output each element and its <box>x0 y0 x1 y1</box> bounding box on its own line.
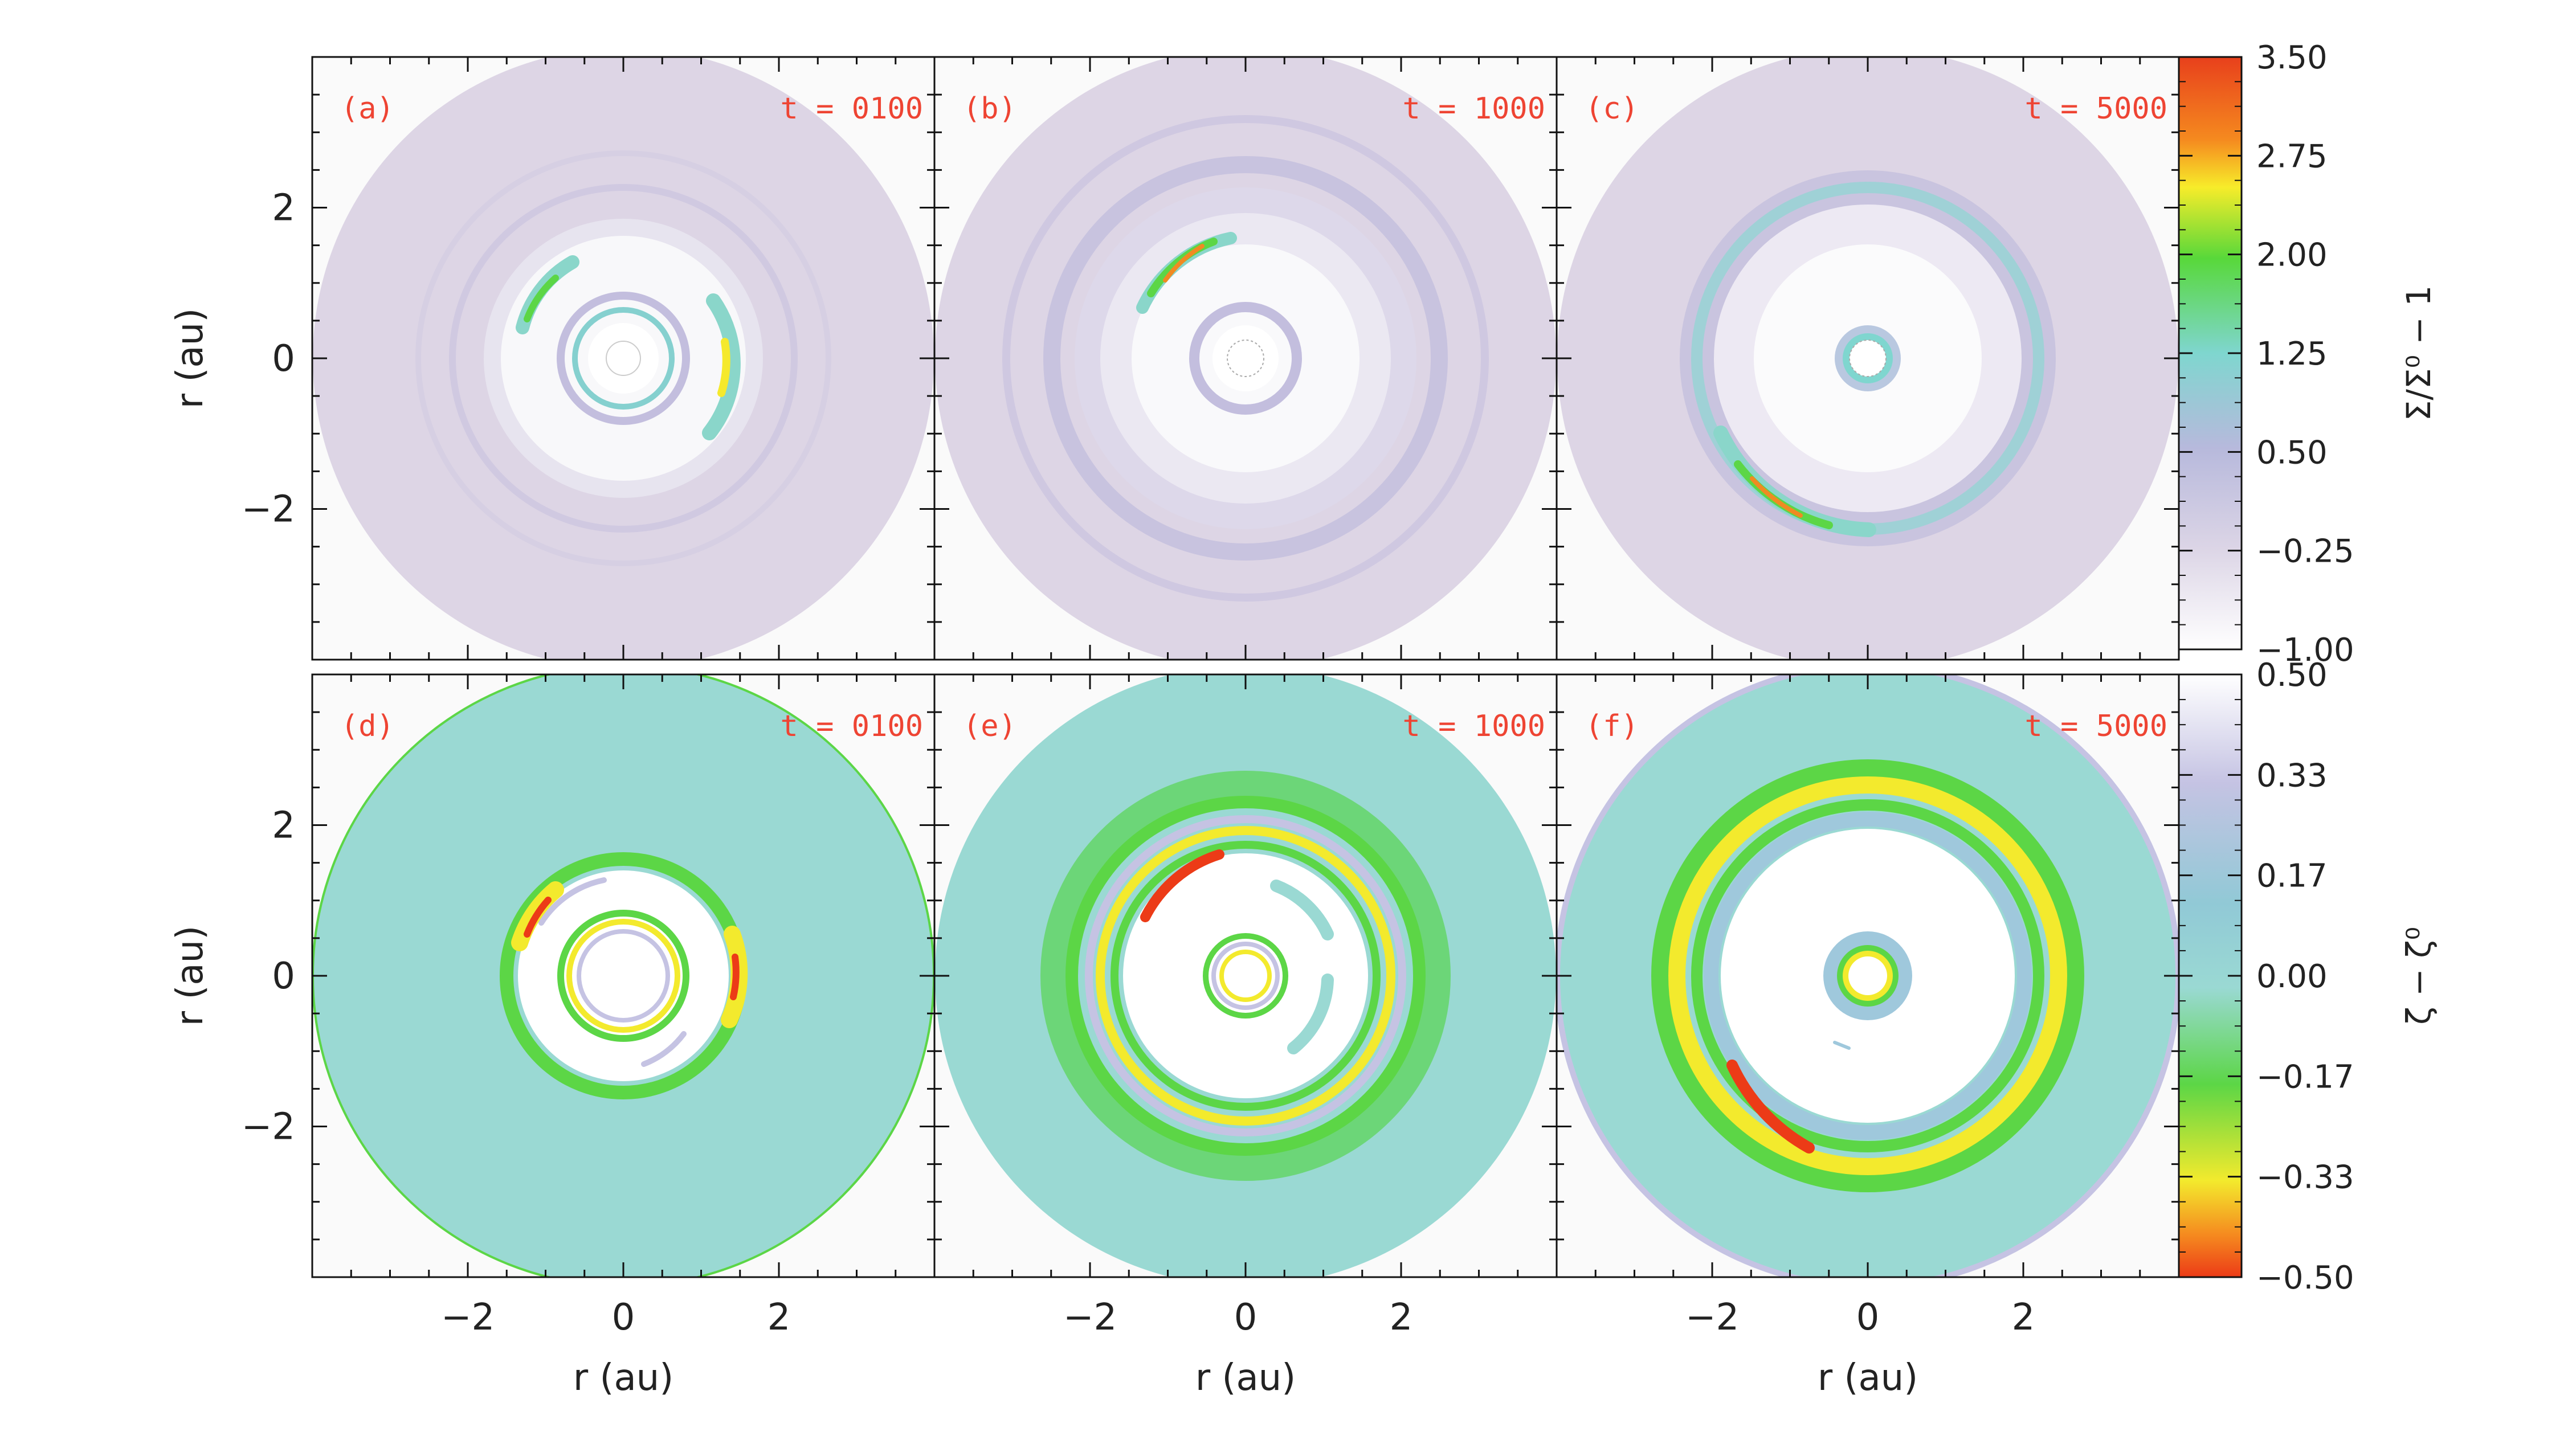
x-tick-label: −2 <box>1063 1297 1117 1339</box>
panel-c-label: (c) <box>1585 92 1639 126</box>
panel-b-time: t = 1000 <box>1403 92 1545 126</box>
panel-f: (f) t = 5000 <box>1556 673 2180 1278</box>
y-tick-label: 2 <box>272 187 295 230</box>
x-tick-label: 0 <box>1856 1297 1880 1339</box>
x-tick-label: 2 <box>1390 1297 1413 1339</box>
colorbar-tick-label: −1.00 <box>2256 632 2354 669</box>
y-tick-label: −2 <box>242 1106 295 1148</box>
colorbar-zeta: 0.50 0.33 0.17 0.00 −0.17 −0.33 −0.50 ζ − ζ⁰ <box>2178 657 2438 1297</box>
colorbar-sigma-ticks: 3.50 2.75 2.00 1.25 0.50 −0.25 −1.00 <box>2179 39 2354 669</box>
panel-a-label: (a) <box>341 92 394 126</box>
panel-a: (a) t = 0100 <box>311 56 936 661</box>
x-tick-label: 2 <box>2012 1297 2035 1339</box>
colorbar-tick-label: 2.75 <box>2256 138 2328 175</box>
panel-f-time: t = 5000 <box>2025 709 2167 743</box>
panel-f-label: (f) <box>1585 709 1639 743</box>
x-tick-label: 0 <box>1234 1297 1258 1339</box>
colorbar-tick-label: 1.25 <box>2256 336 2328 373</box>
x-axis-label-right: r (au) <box>1818 1357 1918 1399</box>
colorbar-tick-label: 3.50 <box>2256 39 2328 76</box>
y-tick-label: 0 <box>272 338 295 380</box>
panel-c-time: t = 5000 <box>2025 92 2167 126</box>
panel-d-label: (d) <box>341 709 394 743</box>
x-tick-label: −2 <box>1685 1297 1739 1339</box>
panel-e-time: t = 1000 <box>1403 709 1545 743</box>
y-axis-label-top: r (au) <box>169 308 211 408</box>
colorbar-zeta-label: ζ − ζ⁰ <box>2399 927 2438 1025</box>
colorbar-sigma: 3.50 2.75 2.00 1.25 0.50 −0.25 −1.00 Σ/Σ⁰ − 1 <box>2178 39 2438 669</box>
panel-b: (b) t = 1000 <box>933 56 1558 661</box>
panel-e-label: (e) <box>963 709 1016 743</box>
colorbar-tick-label: −0.25 <box>2256 533 2354 570</box>
colorbar-tick-label: 0.33 <box>2256 757 2328 794</box>
panel-c: (c) t = 5000 <box>1556 56 2180 661</box>
x-tick-label: 2 <box>767 1297 791 1339</box>
panel-b-label: (b) <box>963 92 1016 126</box>
y-axis-label-bottom: r (au) <box>169 926 211 1026</box>
y-tick-label: −2 <box>242 489 295 531</box>
colorbar-zeta-ticks: 0.50 0.33 0.17 0.00 −0.17 −0.33 −0.50 <box>2179 657 2354 1297</box>
colorbar-tick-label: 0.00 <box>2256 958 2328 995</box>
colorbar-tick-label: 2.00 <box>2256 237 2328 274</box>
x-tick-label: 0 <box>612 1297 635 1339</box>
panel-e: (e) t = 1000 <box>933 673 1558 1278</box>
x-axis-label-middle: r (au) <box>1195 1357 1296 1399</box>
panel-a-time: t = 0100 <box>781 92 923 126</box>
panel-d: (d) t = 0100 <box>311 673 936 1278</box>
colorbar-tick-label: 0.50 <box>2256 434 2328 471</box>
axis-ticks: −2 0 2 −2 0 2 −2 0 2 −2 0 2 −2 0 2 <box>242 56 2180 1339</box>
colorbar-tick-label: −0.33 <box>2256 1159 2354 1196</box>
x-axis-label-left: r (au) <box>573 1357 673 1399</box>
y-tick-label: 2 <box>272 805 295 847</box>
colorbar-tick-label: 0.50 <box>2256 657 2328 694</box>
colorbar-tick-label: 0.17 <box>2256 858 2328 895</box>
x-tick-label: −2 <box>441 1297 495 1339</box>
colorbar-sigma-label: Σ/Σ⁰ − 1 <box>2399 285 2438 421</box>
y-tick-label: 0 <box>272 955 295 997</box>
panel-d-time: t = 0100 <box>781 709 923 743</box>
colorbar-tick-label: −0.17 <box>2256 1058 2354 1095</box>
colorbar-tick-label: −0.50 <box>2256 1259 2354 1297</box>
